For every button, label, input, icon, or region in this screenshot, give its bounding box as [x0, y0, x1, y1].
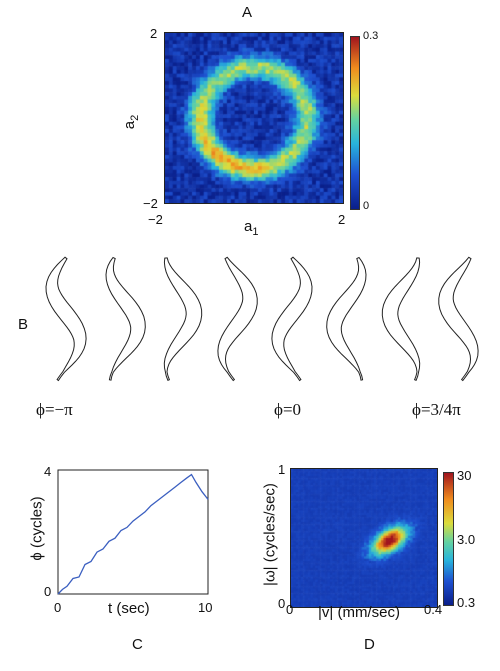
colorbar-d — [443, 472, 454, 606]
heatmap-a — [164, 32, 344, 204]
heatmap-d-xtick-right: 0.4 — [424, 602, 443, 617]
phase-label-minus-pi: ϕ=−π — [36, 400, 73, 419]
heatmap-d-xtick-left: 0 — [286, 602, 294, 617]
line-chart-c-xlabel: t (sec) — [108, 600, 150, 617]
heatmap-d-ytick-bottom: 0 — [278, 596, 286, 611]
heatmap-d-ylabel: |ω| (cycles/sec) — [261, 483, 279, 586]
heatmap-d-ytick-top: 1 — [278, 462, 286, 477]
panel-a-letter: A — [242, 4, 253, 21]
colorbar-d-tick-bottom: 0.3 — [457, 595, 476, 610]
colorbar-d-tick-top: 30 — [457, 468, 472, 483]
line-chart-c-series — [57, 473, 209, 595]
line-chart-c-ylabel: ϕ (cycles) — [28, 496, 46, 561]
line-chart-c-xtick-left: 0 — [54, 600, 62, 615]
heatmap-a-xlabel: a1 — [244, 218, 258, 238]
panel-c-letter: C — [132, 636, 143, 653]
panel-d-letter: D — [364, 636, 375, 653]
heatmap-d — [290, 468, 438, 608]
line-chart-c-frame — [57, 469, 209, 595]
panel-b-letter: B — [18, 316, 29, 333]
line-chart-c-xtick-right: 10 — [198, 600, 213, 615]
colorbar-a-tick-min: 0 — [363, 200, 370, 212]
heatmap-d-xlabel: |v| (mm/sec) — [318, 604, 400, 621]
heatmap-a-xlabel-sub: 1 — [252, 226, 259, 238]
heatmap-a-ytick-bottom: −2 — [143, 196, 158, 211]
line-chart-c-ytick-bottom: 0 — [44, 584, 52, 599]
heatmap-a-xtick-left: −2 — [148, 212, 163, 227]
phase-label-three-quarter-pi: ϕ=3/4π — [412, 400, 461, 419]
heatmap-a-ytick-top: 2 — [150, 26, 158, 41]
colorbar-d-tick-mid: 3.0 — [457, 532, 476, 547]
line-chart-c-ytick-top: 4 — [44, 464, 52, 479]
heatmap-a-xtick-right: 2 — [338, 212, 346, 227]
colorbar-a-tick-max: 0.3 — [363, 30, 379, 42]
colorbar-a — [350, 36, 360, 210]
phase-label-zero: ϕ=0 — [274, 400, 302, 419]
heatmap-a-xlabel-text: a — [244, 218, 253, 235]
